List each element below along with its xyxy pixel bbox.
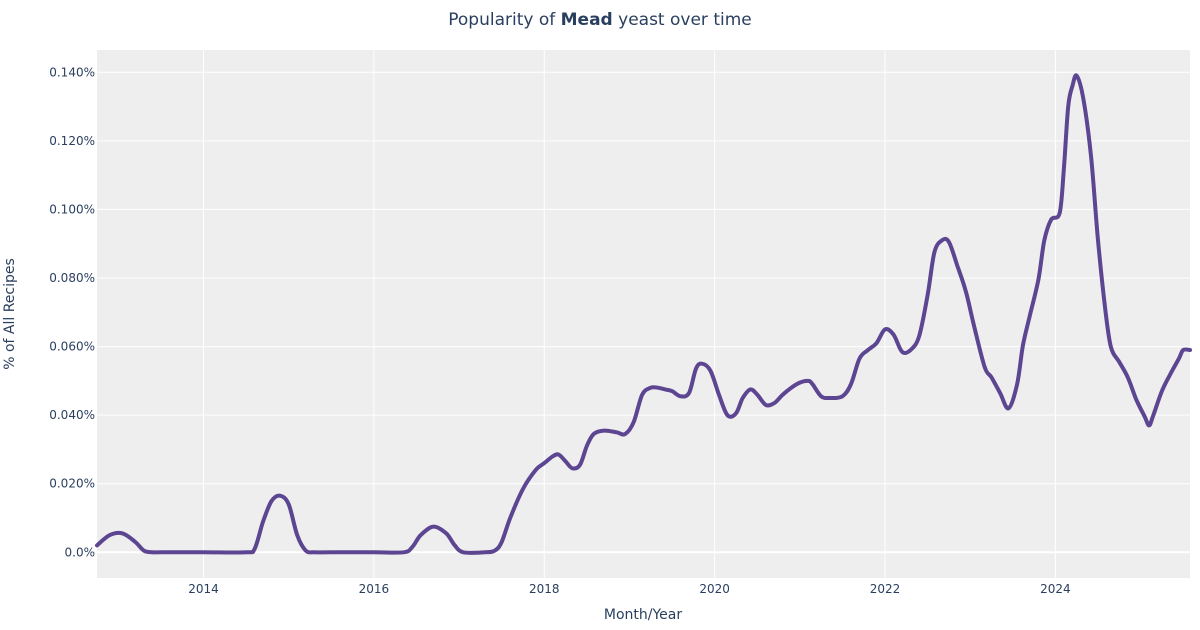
x-tick-label: 2018 [529,582,560,596]
gridlines [97,50,1190,578]
y-tick-label: 0.120% [49,134,95,148]
series-layer [95,73,1192,555]
y-axis-title: % of All Recipes [2,258,18,370]
x-axis-title: Month/Year [604,607,682,623]
y-tick-label: 0.0% [65,545,96,559]
x-tick-label: 2020 [699,582,730,596]
y-tick-label: 0.140% [49,65,95,79]
x-tick-label: 2016 [359,582,390,596]
y-tick-label: 0.100% [49,202,95,216]
x-tick-label: 2022 [870,582,901,596]
y-tick-label: 0.040% [49,408,95,422]
y-tick-label: 0.060% [49,340,95,354]
y-tick-labels: 0.0% 0.020% 0.040% 0.060% 0.080% 0.100% 0.120%… [49,65,95,559]
x-tick-labels: 2014 2016 2018 2020 2022 2024 [188,582,1070,596]
series-line-mead [95,73,1192,555]
chart-title: Popularity of Mead yeast over time [448,10,751,30]
x-tick-label: 2014 [188,582,219,596]
y-tick-label: 0.020% [49,477,95,491]
plot-area [97,50,1190,578]
x-tick-label: 2024 [1040,582,1071,596]
y-tick-label: 0.080% [49,271,95,285]
